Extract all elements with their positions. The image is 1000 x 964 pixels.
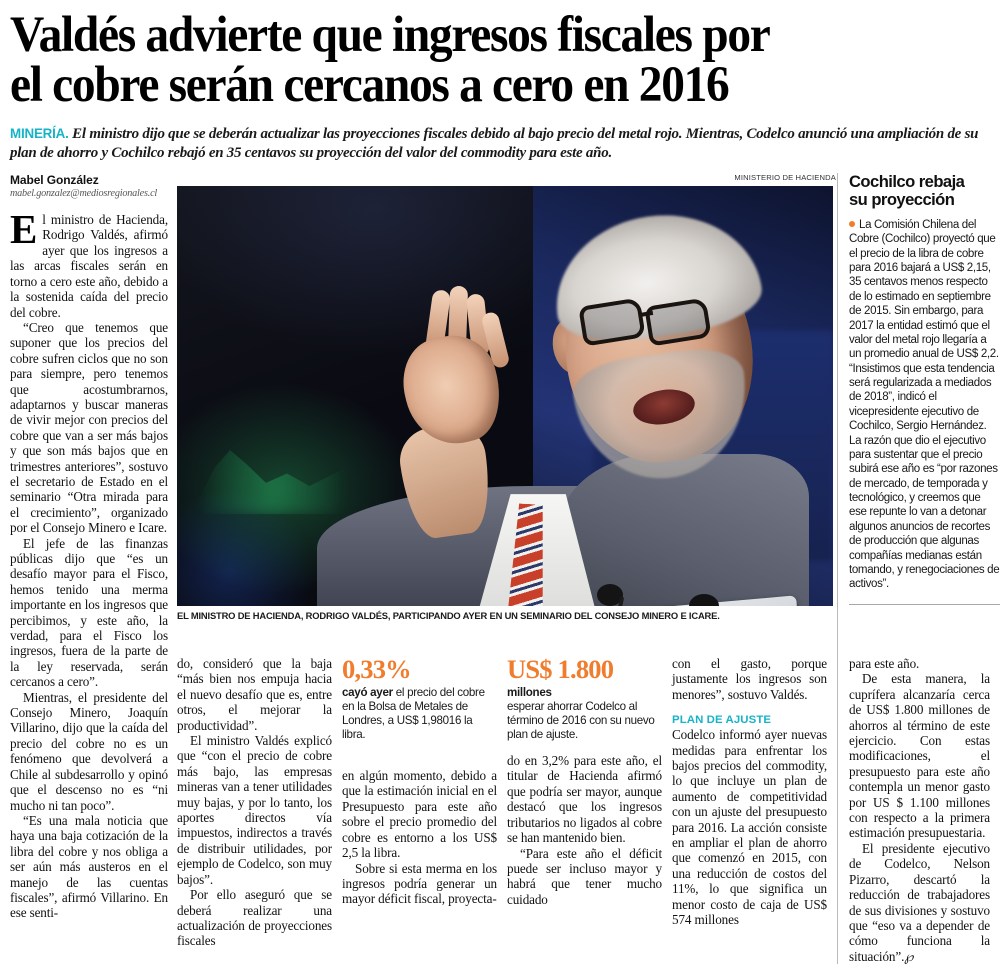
paragraph: El jefe de las finanzas públicas dijo qu… [10,535,168,690]
paragraph: para este año. [849,656,920,671]
stat-body: esperar ahorrar Codelco al término de 20… [507,699,655,741]
article-column-5-cont: Codelco informó ayer nuevas medidas para… [672,727,827,927]
paragraph: Mientras, el presidente del Consejo Mine… [10,689,168,813]
headline-line-2: el cobre serán cercanos a cero en 2016 [10,57,730,114]
drop-cap: E [10,206,38,253]
bullet-icon [849,220,855,227]
lower-columns: do, consideró que la baja “más bien nos … [10,656,990,964]
lower-column-5: con el gasto, porque justamente los ingr… [672,656,837,964]
paragraph: Codelco informó ayer nuevas medidas para… [672,727,827,928]
paragraph: do en 3,2% para este año, el titular de … [507,753,662,846]
deck-text: El ministro dijo que se deberán actualiz… [10,124,979,161]
stat-number: 0,33% [342,654,412,684]
lower-column-1 [10,656,177,964]
byline-email: mabel.gonzalez@mediosregionales.cl [10,188,158,200]
paragraph: “Es una mala noticia que haya una baja c… [10,812,168,921]
column-one: Mabel González mabel.gonzalez@mediosregi… [10,173,177,921]
main-layout: Mabel González mabel.gonzalez@mediosregi… [10,173,1000,921]
subsection-heading: PLAN DE AJUSTE [672,714,772,727]
paragraph: con el gasto, porque justamente los ingr… [672,656,827,702]
article-column-6: para este año. De esta manera, la cupríf… [849,656,990,964]
stat-lead: cayó ayer [342,685,393,699]
photo-caption: EL MINISTRO DE HACIENDA, RODRIGO VALDÉS,… [177,610,720,622]
paragraph: “Para este año el déficit puede ser incl… [507,845,662,907]
article-photo [177,186,833,607]
sidebar-rule [849,603,1000,605]
stat-description: millones esperar ahorrar Codelco al térmi… [507,686,662,743]
paragraph: do, consideró que la baja “más bien nos … [177,656,332,733]
photo-credit: MINISTERIO DE HACIENDA [734,173,836,183]
stat-description: cayó ayer el precio del cobre en la Bols… [342,686,497,743]
sidebar-box: Cochilco rebaja su proyección La Comisió… [838,173,1000,921]
stat-lead: millones [507,685,552,699]
column-divider [837,173,838,921]
article-column-3: en algún momento, debido a que la estima… [342,768,497,907]
sidebar-title-line-2: su proyección [849,189,955,209]
lower-column-3: 0,33% cayó ayer el precio del cobre en l… [342,656,507,964]
article-column-5: con el gasto, porque justamente los ingr… [672,656,827,702]
lower-column-4: US$ 1.800 millones esperar ahorrar Codelc… [507,656,672,964]
paragraph: Por ello aseguró que se deberá realizar … [177,887,332,949]
section-kicker: MINERÍA. [10,125,69,141]
photo-block: MINISTERIO DE HACIENDA [177,173,837,921]
paragraph: El ministro Valdés explicó que “con el p… [177,733,332,887]
paragraph: “Creo que tenemos que suponer que los pr… [10,319,168,536]
paragraph: El presidente ejecutivo de Codelco, Nels… [849,841,990,964]
article-column-4: do en 3,2% para este año, el titular de … [507,753,662,907]
column-divider [837,656,838,964]
paragraph-text: l ministro de Hacienda, Rodrigo Valdés, … [10,212,168,320]
sidebar-body: La Comisión Chilena del Cobre (Cochilco)… [849,218,1000,592]
stat-number: US$ 1.800 [507,654,614,684]
end-mark: ℘ [904,948,914,964]
photo-suit-right [559,454,809,607]
byline-author: Mabel González [10,173,99,188]
sidebar-title-line-1: Cochilco rebaja [849,172,965,192]
paragraph: Sobre si esta merma en los ingresos podr… [342,860,497,907]
headline-line-1: Valdés advierte que ingresos fiscales po… [10,7,771,63]
paragraph-text: El presidente ejecutivo de Codelco, Nels… [849,840,990,964]
paragraph: De esta manera, la cuprífera alcanzaría … [849,671,990,841]
sidebar-title: Cochilco rebaja su proyección [849,173,1000,209]
stat-body: el precio del cobre en la Bolsa de Metal… [342,685,485,741]
deck: MINERÍA. El ministro dijo que se deberán… [10,125,983,162]
article-column-2: do, consideró que la baja “más bien nos … [177,656,332,949]
newspaper-page: Valdés advierte que ingresos fiscales po… [10,7,1000,964]
photo-microphone-head [597,584,623,607]
lower-column-6: para este año. De esta manera, la cupríf… [838,656,990,964]
lower-column-2: do, consideró que la baja “más bien nos … [177,656,342,964]
sidebar-paragraph: La Comisión Chilena del Cobre (Cochilco)… [849,218,1000,591]
paragraph: en algún momento, debido a que la estima… [342,768,497,861]
page-title: Valdés advierte que ingresos fiscales po… [10,7,998,114]
photo-microphone-head [689,594,719,607]
